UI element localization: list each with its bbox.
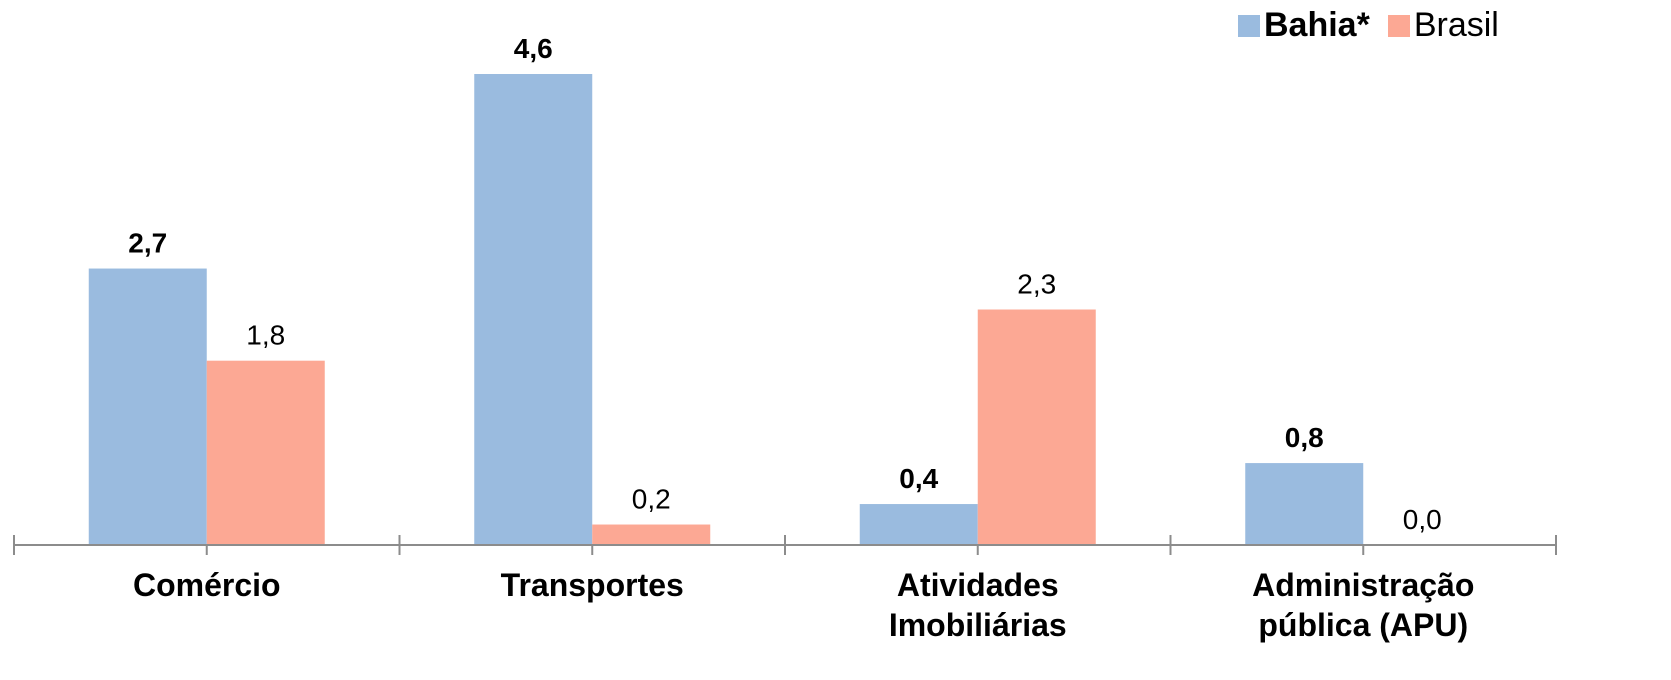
legend-item-brasil: Brasil [1387,6,1499,45]
legend-label-bahia: Bahia* [1264,6,1370,44]
value-label-brasil-transportes: 0,2 [632,484,671,515]
bar-bahia-atividades-imobiliarias [859,504,978,545]
legend-label-brasil: Brasil [1413,6,1499,44]
value-label-brasil-atividades-imobiliarias: 2,3 [1017,269,1056,300]
legend-swatch-brasil [1387,14,1410,37]
value-label-brasil-comercio: 1,8 [246,320,285,351]
category-label-comercio: Comércio [17,565,397,605]
legend: Bahia* Brasil [1238,6,1517,45]
category-label-line: Imobiliárias [888,607,1067,643]
value-label-bahia-transportes: 4,6 [514,33,553,64]
bar-bahia-transportes [474,74,593,545]
category-label-transportes: Transportes [402,565,782,605]
category-label-line: pública (APU) [1258,607,1469,643]
bar-brasil-comercio [206,360,325,545]
value-label-brasil-administracao-publica-apu: 0,0 [1403,504,1442,535]
value-label-bahia-administracao-publica-apu: 0,8 [1285,422,1324,453]
value-labels-group: 2,7 1,8 4,6 0,2 0,4 2,3 0,8 0,0 [128,33,1441,535]
legend-item-bahia: Bahia* [1238,6,1370,45]
value-label-bahia-comercio: 2,7 [128,228,167,259]
category-label-line: Atividades [896,567,1059,603]
bars-group [88,74,1364,545]
category-label-atividades-imobiliarias: Atividades Imobiliárias [788,565,1168,645]
value-label-bahia-atividades-imobiliarias: 0,4 [899,463,938,494]
bar-brasil-transportes [592,524,711,545]
category-label-line: Administração [1252,567,1475,603]
legend-swatch-bahia [1238,14,1260,37]
category-label-administracao-publica-apu: Administração pública (APU) [1173,565,1553,645]
category-label-line: Comércio [132,567,281,603]
x-axis [13,535,1557,555]
bar-brasil-atividades-imobiliarias [977,309,1096,545]
bar-bahia-administracao-publica-apu [1245,463,1364,545]
bar-bahia-comercio [88,268,207,545]
category-label-line: Transportes [500,567,684,603]
